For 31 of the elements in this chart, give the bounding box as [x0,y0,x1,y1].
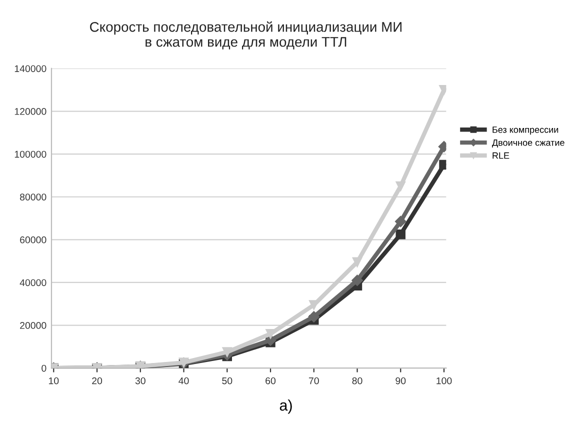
x-tick-label: 50 [222,377,232,384]
point [395,216,406,228]
text: а) [280,399,292,414]
x-tick-label: 70 [308,377,319,384]
y-tick-label: 100000 [14,150,46,158]
legend-label: RLE [492,152,510,159]
point [352,274,363,286]
x-tick-label: 80 [352,377,362,384]
chart-title: Скорость последовательной инициализации МИ в сжатом виде для модели ТТЛ [90,21,402,50]
y-tick-label: 20000 [20,322,46,329]
legend-label: Без компрессии [492,126,558,135]
point [396,229,406,240]
point [266,328,276,339]
legend-label: Двоичное сжатие [492,140,564,148]
y-tick-label: 120000 [14,108,46,115]
point [222,347,232,357]
y-tick-label: 0 [42,364,46,372]
y-tick-label: 80000 [20,194,46,200]
y-tick-label: 40000 [20,279,46,286]
x-tick-label: 30 [135,377,146,384]
x-tick-label: 10 [48,377,59,384]
x-tick-label: 90 [396,377,406,384]
y-tick-label: 140000 [14,65,46,72]
x-tick-label: 100 [436,377,452,384]
x-tick-label: 60 [266,377,276,384]
x-tick-label: 40 [178,377,189,384]
point [308,311,320,322]
y-tick-label: 60000 [20,236,46,244]
point [396,181,406,192]
x-tick-label: 20 [92,377,102,384]
point [352,257,362,268]
